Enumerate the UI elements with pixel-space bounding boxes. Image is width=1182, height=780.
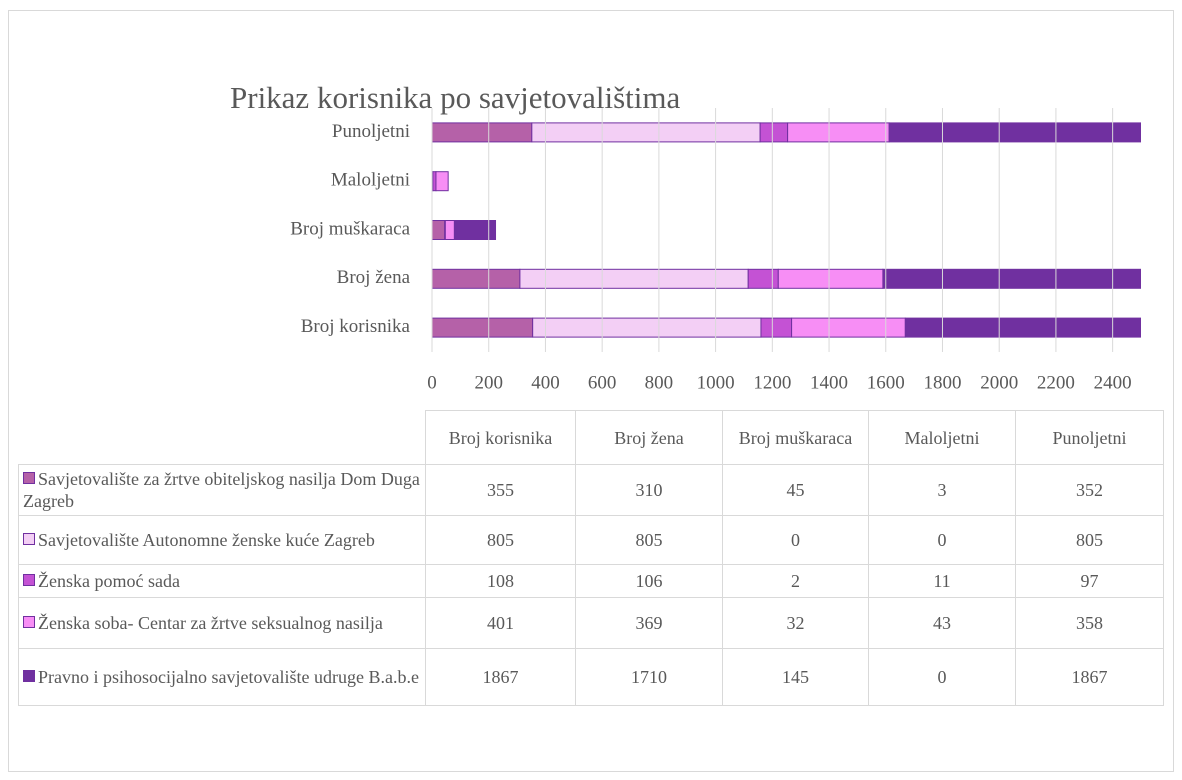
- bar-segment: [759, 122, 789, 143]
- table-value: 1867: [425, 648, 576, 706]
- y-tick-label: Broj korisnika: [301, 316, 411, 337]
- table-value: 11: [868, 564, 1016, 598]
- table-value: 2: [722, 564, 869, 598]
- x-tick-label: 800: [645, 372, 674, 393]
- table-value: 401: [425, 597, 576, 649]
- table-corner: [18, 410, 426, 465]
- table-value: 358: [1015, 597, 1164, 649]
- bar-segment: [435, 171, 449, 192]
- legend-cell: Ženska soba- Centar za žrtve seksualnog …: [18, 597, 426, 649]
- y-tick-label: Punoljetni: [332, 121, 410, 142]
- y-tick-label: Maloljetni: [331, 170, 410, 191]
- table-value: 352: [1015, 464, 1164, 516]
- bar-segment: [453, 220, 497, 240]
- table-value: 0: [722, 515, 869, 565]
- x-tick-label: 1400: [810, 372, 848, 393]
- bar-segment: [787, 122, 890, 143]
- bar-segment: [432, 317, 534, 338]
- bar-segment: [882, 268, 1141, 289]
- bar-segment: [791, 317, 906, 338]
- table-value: 0: [868, 648, 1016, 706]
- table-value: 1710: [575, 648, 723, 706]
- y-tick-label: Broj žena: [337, 267, 411, 288]
- table-value: 43: [868, 597, 1016, 649]
- table-value: 106: [575, 564, 723, 598]
- legend-key: [23, 616, 35, 628]
- bar-segment: [432, 122, 533, 143]
- table-value: 1867: [1015, 648, 1164, 706]
- x-tick-label: 1000: [697, 372, 735, 393]
- legend-label: Savjetovalište Autonomne ženske kuće Zag…: [38, 530, 375, 550]
- chart-title: Prikaz korisnika po savjetovalištima: [230, 80, 681, 115]
- x-tick-label: 0: [427, 372, 437, 393]
- table-value: 97: [1015, 564, 1164, 598]
- legend-label: Ženska pomoć sada: [38, 571, 180, 591]
- x-tick-label: 400: [531, 372, 560, 393]
- bar-segment: [747, 268, 779, 289]
- table-header-row: Broj korisnika Broj žena Broj muškaraca Mal…: [18, 410, 1164, 465]
- table-header: Punoljetni: [1015, 410, 1164, 465]
- x-tick-label: 2200: [1037, 372, 1075, 393]
- data-table: Broj korisnika Broj žena Broj muškaraca Mal…: [18, 410, 1164, 706]
- legend-cell: Ženska pomoć sada: [18, 564, 426, 598]
- y-tick-label: Broj muškaraca: [290, 218, 410, 239]
- table-header: Broj žena: [575, 410, 723, 465]
- x-tick-label: 1600: [867, 372, 905, 393]
- table-value: 108: [425, 564, 576, 598]
- x-tick-label: 200: [474, 372, 503, 393]
- table-header: Broj muškaraca: [722, 410, 869, 465]
- table-header: Maloljetni: [868, 410, 1016, 465]
- table-value: 805: [1015, 515, 1164, 565]
- bar-segment: [888, 122, 1141, 143]
- table-row: Ženska pomoć sada 108 106 2 11 97: [18, 564, 1164, 598]
- x-tick-label: 2000: [980, 372, 1018, 393]
- chart-frame: [8, 10, 1174, 772]
- bar-segment: [777, 268, 884, 289]
- table-value: 32: [722, 597, 869, 649]
- legend-key: [23, 574, 35, 586]
- legend-cell: Savjetovalište Autonomne ženske kuće Zag…: [18, 515, 426, 565]
- bar-segment: [444, 220, 455, 240]
- x-tick-label: 2400: [1094, 372, 1132, 393]
- bar-segment: [519, 268, 749, 289]
- table-value: 45: [722, 464, 869, 516]
- legend-key: [23, 472, 35, 484]
- x-tick-label: 1800: [923, 372, 961, 393]
- bar-segment: [531, 122, 761, 143]
- table-value: 3: [868, 464, 1016, 516]
- table-row: Savjetovalište za žrtve obiteljskog nasi…: [18, 464, 1164, 516]
- table-value: 355: [425, 464, 576, 516]
- table-value: 310: [575, 464, 723, 516]
- x-tick-label: 1200: [753, 372, 791, 393]
- legend-cell: Savjetovalište za žrtve obiteljskog nasi…: [18, 464, 426, 516]
- table-row: Pravno i psihosocijalno savjetovalište u…: [18, 648, 1164, 706]
- table-value: 805: [425, 515, 576, 565]
- bar-segment: [432, 268, 521, 289]
- table-header: Broj korisnika: [425, 410, 576, 465]
- bar-segment: [904, 317, 1141, 338]
- x-tick-label: 600: [588, 372, 617, 393]
- plot-area: [432, 122, 1141, 338]
- table-row: Savjetovalište Autonomne ženske kuće Zag…: [18, 515, 1164, 565]
- bar-segment: [532, 317, 762, 338]
- legend-key: [23, 670, 35, 682]
- legend-label: Savjetovalište za žrtve obiteljskog nasi…: [23, 469, 420, 511]
- table-value: 805: [575, 515, 723, 565]
- table-value: 369: [575, 597, 723, 649]
- legend-cell: Pravno i psihosocijalno savjetovalište u…: [18, 648, 426, 706]
- legend-label: Ženska soba- Centar za žrtve seksualnog …: [38, 613, 383, 633]
- legend-label: Pravno i psihosocijalno savjetovalište u…: [38, 667, 419, 687]
- table-value: 145: [722, 648, 869, 706]
- bar-segment: [432, 220, 446, 240]
- bar-segment: [760, 317, 793, 338]
- table-value: 0: [868, 515, 1016, 565]
- table-row: Ženska soba- Centar za žrtve seksualnog …: [18, 597, 1164, 649]
- legend-key: [23, 533, 35, 545]
